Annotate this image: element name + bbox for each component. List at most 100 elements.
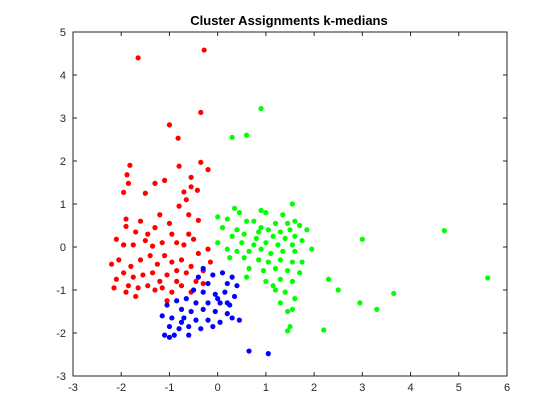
data-point-series-2 [200, 265, 206, 272]
data-point-series-2 [200, 306, 206, 312]
data-point-series-1 [140, 272, 146, 278]
data-point-series-2 [219, 270, 226, 276]
data-point-series-3 [289, 259, 296, 265]
data-point-series-3 [256, 257, 262, 263]
data-point-series-2 [229, 274, 235, 280]
data-point-series-3 [284, 268, 291, 274]
data-point-series-1 [157, 212, 163, 218]
data-point-series-2 [183, 296, 189, 302]
data-point-series-2 [212, 308, 218, 315]
data-point-series-1 [186, 231, 192, 237]
data-point-series-3 [258, 105, 264, 112]
data-point-series-3 [280, 248, 286, 254]
data-point-series-3 [292, 218, 298, 224]
data-point-series-1 [145, 231, 151, 237]
data-point-series-2 [171, 332, 177, 338]
data-point-series-2 [166, 334, 173, 340]
data-point-series-1 [125, 283, 132, 289]
data-point-series-1 [111, 285, 117, 291]
data-point-series-2 [210, 272, 216, 278]
data-point-series-3 [321, 327, 327, 333]
data-point-series-3 [251, 242, 257, 248]
data-point-series-3 [272, 265, 279, 272]
data-point-series-1 [135, 55, 141, 61]
data-point-series-3 [244, 274, 250, 280]
data-point-series-2 [205, 300, 211, 306]
data-point-series-1 [113, 276, 119, 282]
data-point-series-3 [325, 276, 332, 282]
y-tick-label: -2 [56, 328, 66, 340]
data-point-series-3 [297, 222, 303, 229]
data-point-series-1 [124, 172, 130, 178]
data-point-series-2 [215, 296, 221, 302]
data-point-series-3 [280, 212, 286, 218]
data-point-series-3 [251, 218, 257, 224]
data-point-series-3 [260, 268, 267, 274]
data-point-series-3 [224, 216, 230, 222]
data-point-series-2 [224, 300, 230, 306]
data-point-series-3 [391, 290, 397, 297]
data-point-series-1 [125, 180, 132, 186]
data-point-series-2 [169, 315, 175, 321]
data-point-series-1 [162, 253, 168, 259]
data-point-series-2 [186, 323, 192, 330]
data-point-series-2 [190, 287, 197, 293]
data-point-series-1 [198, 159, 204, 165]
data-point-series-3 [263, 210, 269, 216]
data-point-series-1 [176, 203, 182, 209]
data-point-series-1 [152, 225, 158, 231]
data-point-series-2 [246, 348, 252, 354]
data-point-series-3 [282, 235, 288, 241]
data-point-series-1 [149, 243, 156, 249]
data-point-series-3 [309, 246, 315, 252]
data-point-series-1 [174, 240, 180, 246]
data-point-series-2 [231, 293, 238, 300]
data-point-series-2 [159, 313, 165, 319]
y-tick-label: 4 [60, 70, 66, 82]
data-point-series-2 [229, 315, 235, 321]
data-point-series-3 [268, 250, 274, 257]
data-point-series-3 [236, 210, 242, 216]
data-point-series-1 [181, 189, 187, 195]
data-point-series-3 [277, 276, 283, 282]
data-point-series-3 [256, 229, 262, 235]
data-point-series-1 [121, 270, 127, 276]
data-point-series-2 [188, 308, 194, 315]
data-point-series-1 [135, 285, 141, 291]
data-point-series-3 [215, 214, 221, 220]
data-point-series-2 [210, 323, 216, 330]
data-point-series-1 [152, 287, 158, 293]
data-point-series-1 [154, 261, 160, 267]
data-point-series-1 [157, 278, 163, 284]
data-point-series-3 [265, 259, 271, 265]
data-point-series-3 [277, 257, 283, 263]
data-point-series-3 [299, 259, 305, 265]
data-point-series-1 [188, 263, 194, 269]
data-point-series-3 [244, 218, 250, 224]
points-layer [108, 47, 491, 357]
data-point-series-3 [234, 248, 240, 254]
data-point-series-1 [137, 257, 144, 263]
data-point-series-3 [270, 233, 276, 239]
data-point-series-3 [284, 220, 291, 226]
data-point-series-3 [289, 242, 296, 248]
data-point-series-3 [292, 296, 298, 302]
data-point-series-1 [164, 298, 170, 304]
data-point-series-2 [198, 326, 204, 332]
data-point-series-1 [147, 253, 153, 259]
x-tick-label: 5 [456, 382, 462, 394]
data-point-series-3 [485, 275, 491, 281]
y-tick-label: 2 [60, 156, 66, 168]
data-point-series-3 [253, 235, 259, 241]
x-tick-label: -3 [68, 382, 78, 394]
data-point-series-2 [205, 317, 211, 323]
data-point-series-3 [441, 228, 447, 234]
data-point-series-2 [195, 274, 201, 280]
data-point-series-1 [186, 212, 192, 218]
data-point-series-1 [162, 177, 168, 183]
data-point-series-3 [258, 225, 264, 231]
data-point-series-1 [188, 174, 194, 180]
data-point-series-1 [113, 236, 119, 242]
